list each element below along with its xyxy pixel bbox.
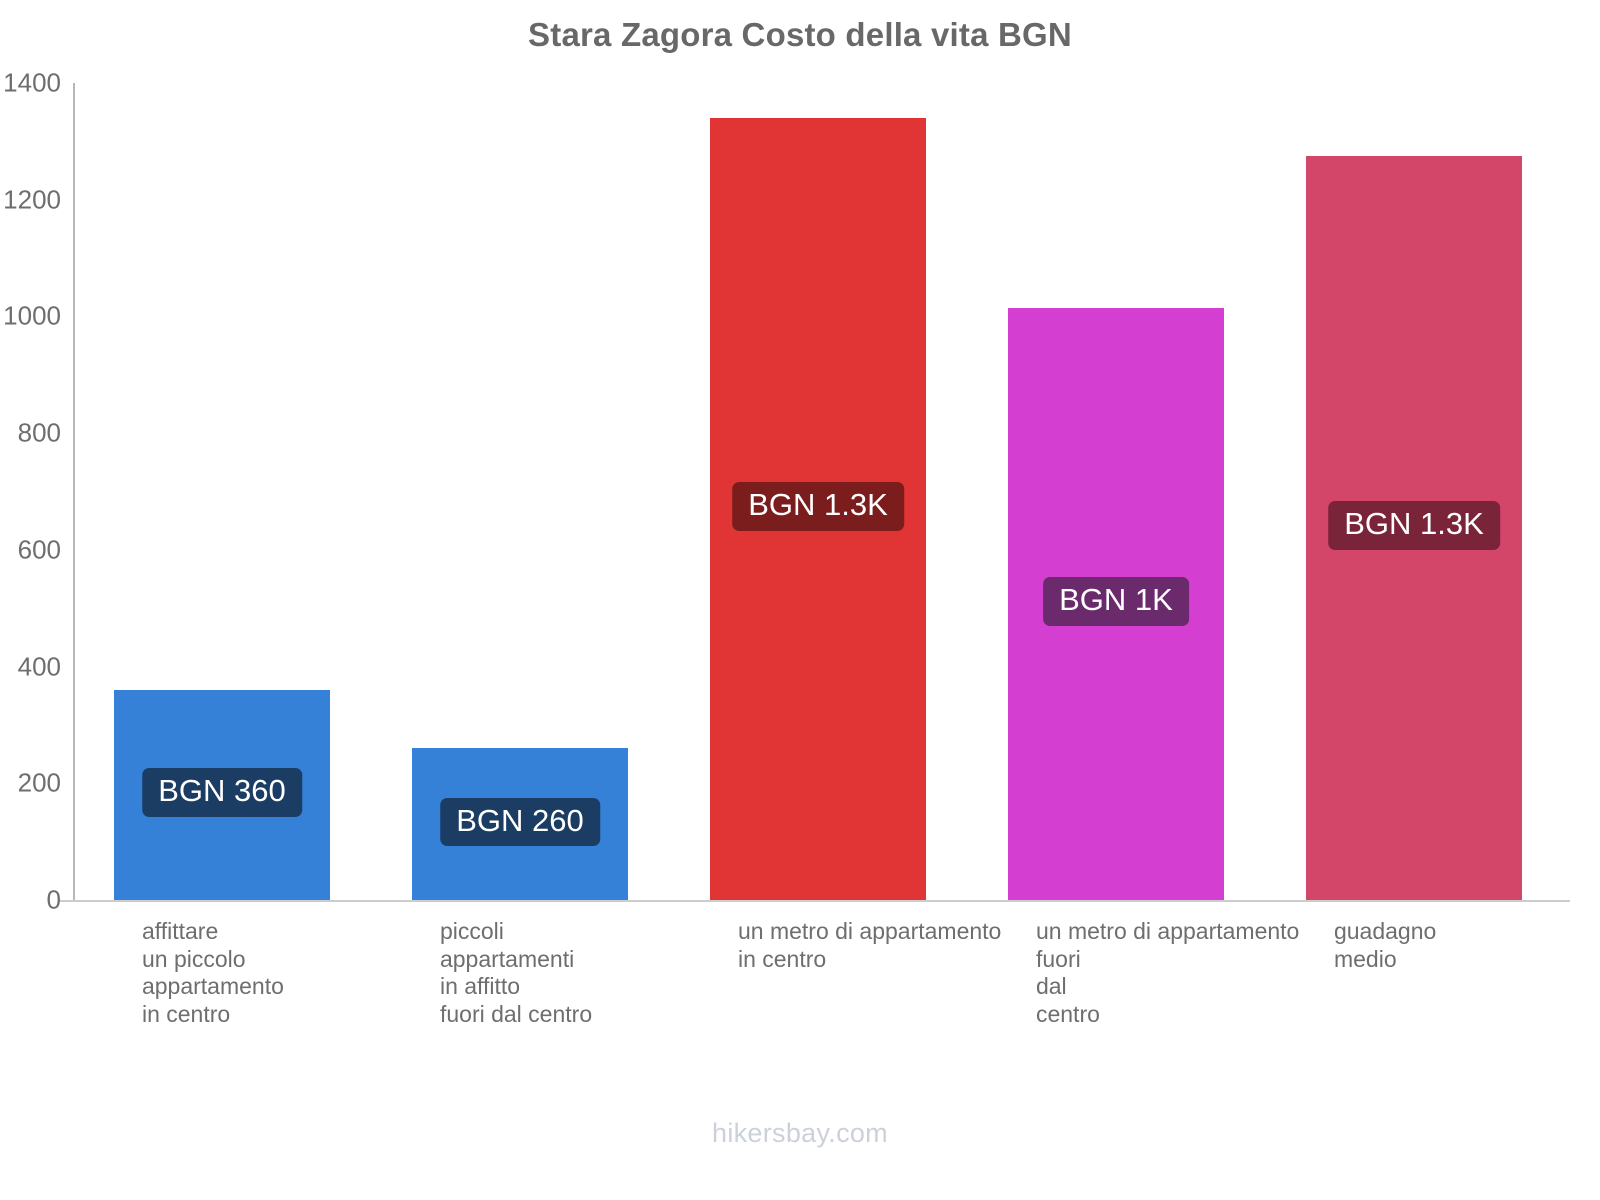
y-axis-line xyxy=(73,83,75,901)
plot-area: BGN 360 BGN 260 BGN 1.3K BGN 1K BGN 1.3K xyxy=(73,83,1563,900)
bar-value-label: BGN 1.3K xyxy=(732,482,904,532)
bar[interactable]: BGN 260 xyxy=(411,748,629,900)
bar-value-label: BGN 1.3K xyxy=(1328,501,1500,550)
y-axis-tick-label: 400 xyxy=(17,651,61,682)
x-axis-line xyxy=(60,900,1570,902)
x-axis-category-label: piccoli appartamenti in affitto fuori da… xyxy=(439,918,593,1027)
bar[interactable]: BGN 360 xyxy=(113,689,331,900)
bar-value-label: BGN 1K xyxy=(1043,577,1189,626)
y-axis-tick-label: 1200 xyxy=(3,184,61,215)
y-axis-tick-label: 0 xyxy=(46,884,61,915)
bar[interactable]: BGN 1.3K xyxy=(709,118,927,900)
x-axis-category-label: un metro di appartamento in centro xyxy=(737,918,1002,972)
bar[interactable]: BGN 1.3K xyxy=(1305,155,1523,900)
bar[interactable]: BGN 1K xyxy=(1007,307,1225,900)
chart-title: Stara Zagora Costo della vita BGN xyxy=(528,16,1072,53)
x-axis-category-label: un metro di appartamento fuori dal centr… xyxy=(1035,918,1300,1027)
x-axis-category-label: affittare un piccolo appartamento in cen… xyxy=(141,918,284,1027)
x-axis-category-label: guadagno medio xyxy=(1333,918,1437,972)
bar-value-label: BGN 360 xyxy=(142,768,302,817)
watermark: hikersbay.com xyxy=(712,1118,888,1148)
y-axis-tick-label: 600 xyxy=(17,534,61,565)
y-axis-tick-label: 800 xyxy=(17,417,61,448)
bar-value-label: BGN 260 xyxy=(440,797,600,847)
y-axis-tick-label: 1400 xyxy=(3,67,61,98)
y-axis-tick-label: 1000 xyxy=(3,300,61,331)
y-axis-tick-label: 200 xyxy=(17,767,61,798)
